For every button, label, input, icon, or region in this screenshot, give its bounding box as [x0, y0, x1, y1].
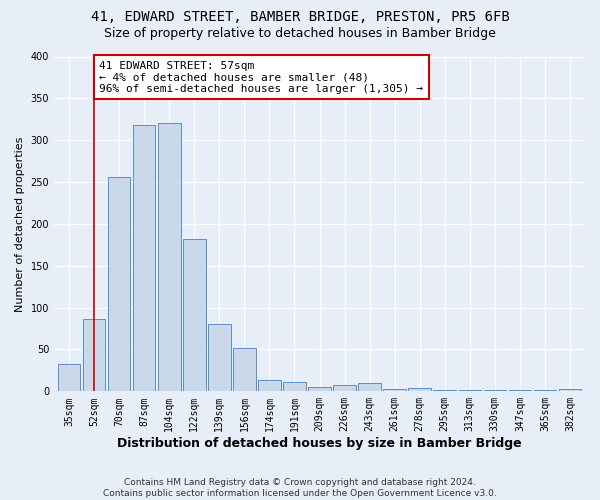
Bar — [509, 390, 531, 392]
Bar — [83, 318, 106, 392]
Bar — [559, 389, 581, 392]
Text: 41, EDWARD STREET, BAMBER BRIDGE, PRESTON, PR5 6FB: 41, EDWARD STREET, BAMBER BRIDGE, PRESTO… — [91, 10, 509, 24]
Text: Contains HM Land Registry data © Crown copyright and database right 2024.
Contai: Contains HM Land Registry data © Crown c… — [103, 478, 497, 498]
Bar — [283, 382, 306, 392]
Bar — [358, 383, 381, 392]
Bar — [533, 390, 556, 392]
Bar — [484, 390, 506, 392]
Bar — [409, 388, 431, 392]
Bar — [108, 177, 130, 392]
Bar — [133, 125, 155, 392]
Bar — [183, 239, 206, 392]
Bar — [333, 384, 356, 392]
Bar — [158, 124, 181, 392]
Bar — [233, 348, 256, 392]
Bar — [258, 380, 281, 392]
Bar — [433, 390, 456, 392]
Bar — [208, 324, 230, 392]
Bar — [458, 390, 481, 392]
Text: Size of property relative to detached houses in Bamber Bridge: Size of property relative to detached ho… — [104, 28, 496, 40]
Y-axis label: Number of detached properties: Number of detached properties — [15, 136, 25, 312]
Bar — [308, 387, 331, 392]
Bar — [58, 364, 80, 392]
X-axis label: Distribution of detached houses by size in Bamber Bridge: Distribution of detached houses by size … — [117, 437, 522, 450]
Text: 41 EDWARD STREET: 57sqm
← 4% of detached houses are smaller (48)
96% of semi-det: 41 EDWARD STREET: 57sqm ← 4% of detached… — [99, 60, 423, 94]
Bar — [383, 389, 406, 392]
